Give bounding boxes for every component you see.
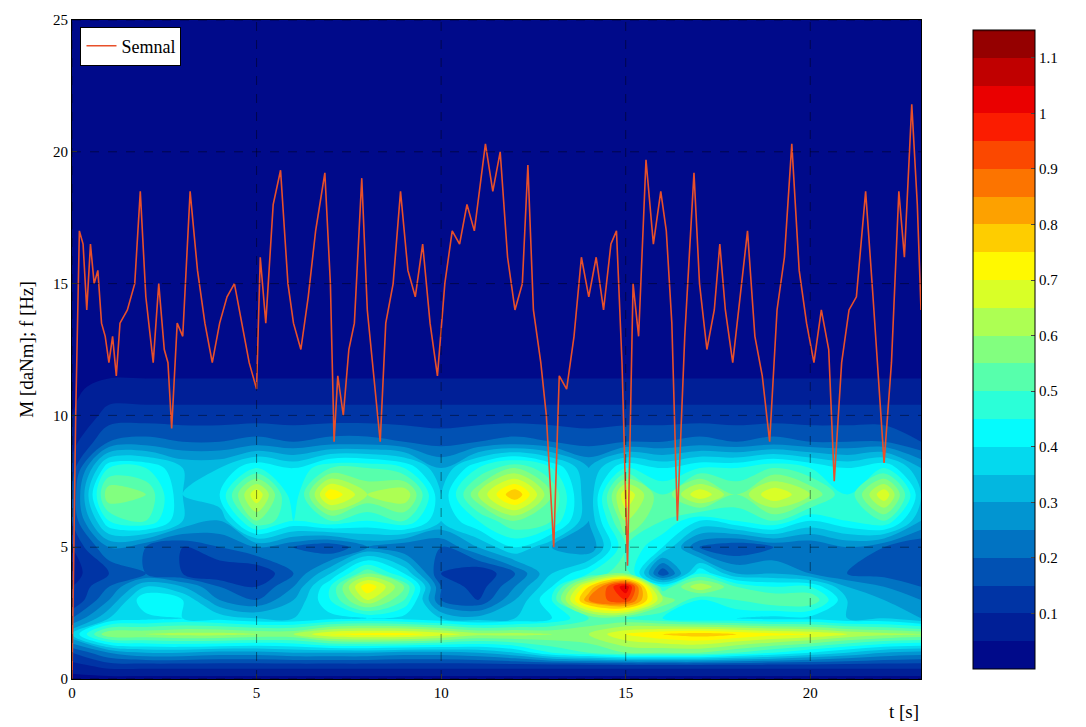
svg-text:0.9: 0.9 bbox=[1039, 161, 1058, 177]
svg-text:15: 15 bbox=[53, 276, 68, 292]
svg-text:0.4: 0.4 bbox=[1039, 439, 1058, 455]
svg-text:10: 10 bbox=[434, 685, 449, 701]
svg-text:0.3: 0.3 bbox=[1039, 495, 1058, 511]
svg-text:0.2: 0.2 bbox=[1039, 550, 1058, 566]
svg-text:M [daNm]; f [Hz]: M [daNm]; f [Hz] bbox=[16, 281, 37, 418]
svg-text:0.1: 0.1 bbox=[1039, 606, 1058, 622]
svg-text:20: 20 bbox=[803, 685, 818, 701]
svg-text:0.8: 0.8 bbox=[1039, 217, 1058, 233]
svg-text:0: 0 bbox=[68, 685, 76, 701]
svg-text:0.6: 0.6 bbox=[1039, 328, 1058, 344]
svg-text:0.5: 0.5 bbox=[1039, 383, 1058, 399]
svg-text:1.1: 1.1 bbox=[1039, 50, 1058, 66]
svg-text:t [s]: t [s] bbox=[889, 701, 919, 722]
svg-text:20: 20 bbox=[53, 144, 68, 160]
svg-text:0: 0 bbox=[61, 671, 69, 687]
svg-text:5: 5 bbox=[61, 539, 69, 555]
svg-text:10: 10 bbox=[53, 408, 68, 424]
svg-text:25: 25 bbox=[53, 12, 68, 28]
svg-text:5: 5 bbox=[253, 685, 261, 701]
svg-text:Semnal: Semnal bbox=[121, 37, 175, 57]
svg-text:0.7: 0.7 bbox=[1039, 272, 1058, 288]
svg-text:1: 1 bbox=[1039, 106, 1047, 122]
svg-text:15: 15 bbox=[618, 685, 633, 701]
